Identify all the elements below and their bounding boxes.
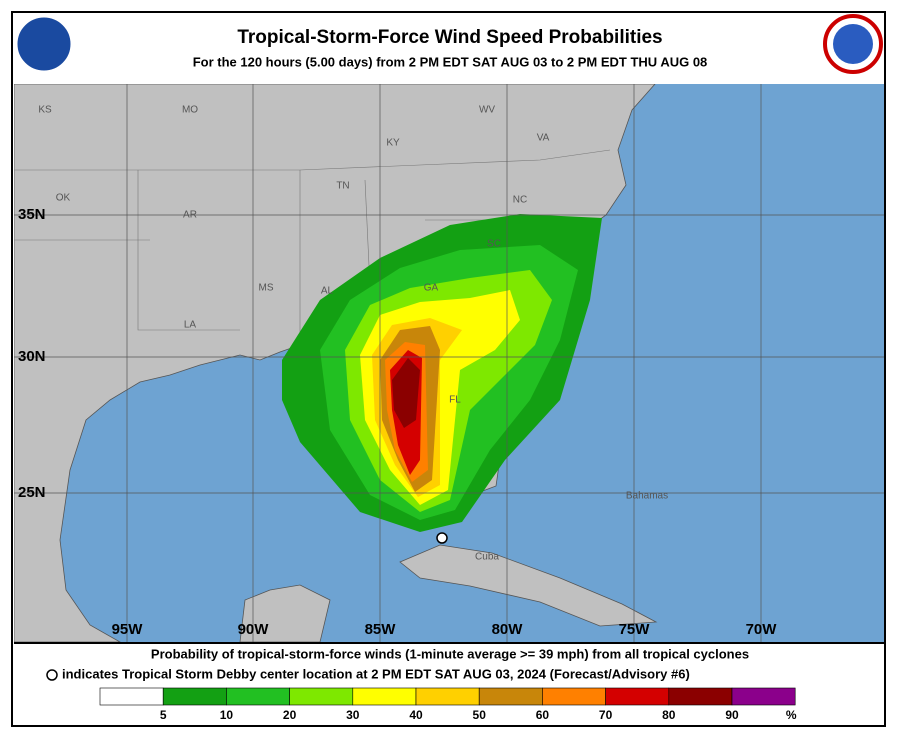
map: 35N 30N 25N 95W 90W 85W 80W 75W 70W KS MO WV VA KY TN… xyxy=(14,84,884,642)
storm-center xyxy=(436,532,448,544)
place-label: LA xyxy=(184,320,197,331)
footer-marker xyxy=(46,669,58,681)
legend-tick: 5 xyxy=(160,708,167,722)
legend-swatch xyxy=(352,687,417,706)
longitude-label: 90W xyxy=(238,621,270,638)
legend-swatch xyxy=(731,687,796,706)
legend-tick: 70 xyxy=(599,708,613,722)
place-label: OK xyxy=(56,193,71,204)
place-label: GA xyxy=(424,283,439,294)
place-label: Cuba xyxy=(475,552,499,563)
place-label: VA xyxy=(537,133,550,144)
legend-tick: 40 xyxy=(409,708,423,722)
place-label: FL xyxy=(449,395,461,406)
longitude-label: 95W xyxy=(112,621,144,638)
legend-swatch xyxy=(605,687,670,706)
legend-swatch xyxy=(668,687,733,706)
place-label: NC xyxy=(513,195,527,206)
legend-swatch xyxy=(289,687,354,706)
place-label: MO xyxy=(182,105,198,116)
yucatan xyxy=(239,584,331,642)
longitude-label: 80W xyxy=(492,621,524,638)
legend-tick: 20 xyxy=(283,708,297,722)
subtitle: For the 120 hours (5.00 days) from 2 PM … xyxy=(193,54,708,69)
legend-swatch xyxy=(415,687,480,706)
cuba xyxy=(399,544,658,627)
legend-swatch xyxy=(542,687,606,706)
graticule: 35N 30N 25N 95W 90W 85W 80W 75W 70W xyxy=(14,84,884,642)
place-label: MS xyxy=(259,283,274,294)
longitude-label: 70W xyxy=(746,621,778,638)
legend-tick: 60 xyxy=(536,708,550,722)
legend-swatch xyxy=(162,687,227,706)
legend-unit: % xyxy=(786,708,797,722)
legend: 5 10 20 30 40 50 60 70 80 90% xyxy=(99,687,797,722)
legend-tick: 50 xyxy=(473,708,487,722)
longitude-label: 75W xyxy=(619,621,651,638)
noaa-logo xyxy=(14,14,74,74)
place-label: AR xyxy=(183,210,197,221)
nws-logo-inner xyxy=(833,24,873,64)
footer-line2: indicates Tropical Storm Debby center lo… xyxy=(62,666,690,681)
footer-line1: Probability of tropical-storm-force wind… xyxy=(151,646,749,661)
legend-swatch xyxy=(478,687,543,706)
legend-tick: 30 xyxy=(346,708,360,722)
place-label: KS xyxy=(38,105,52,116)
place-label: WV xyxy=(479,105,495,116)
legend-tick: 90 xyxy=(725,708,739,722)
legend-swatch xyxy=(226,687,290,706)
latitude-label: 35N xyxy=(18,206,46,223)
place-label: Bahamas xyxy=(626,491,668,502)
legend-tick: 10 xyxy=(220,708,234,722)
legend-tick: 80 xyxy=(662,708,676,722)
place-label: AL xyxy=(321,286,334,297)
place-label: TN xyxy=(336,181,349,192)
title: Tropical-Storm-Force Wind Speed Probabil… xyxy=(237,27,662,48)
place-label: KY xyxy=(386,138,400,149)
legend-swatch xyxy=(99,687,164,706)
latitude-label: 30N xyxy=(18,348,46,365)
place-label: SC xyxy=(487,239,501,250)
probability-contours xyxy=(282,214,602,532)
latitude-label: 25N xyxy=(18,484,46,501)
place-labels: KS MO WV VA KY TN OK NC AR SC MS AL GA LA FL Bahamas Cub… xyxy=(38,105,668,563)
longitude-label: 85W xyxy=(365,621,397,638)
